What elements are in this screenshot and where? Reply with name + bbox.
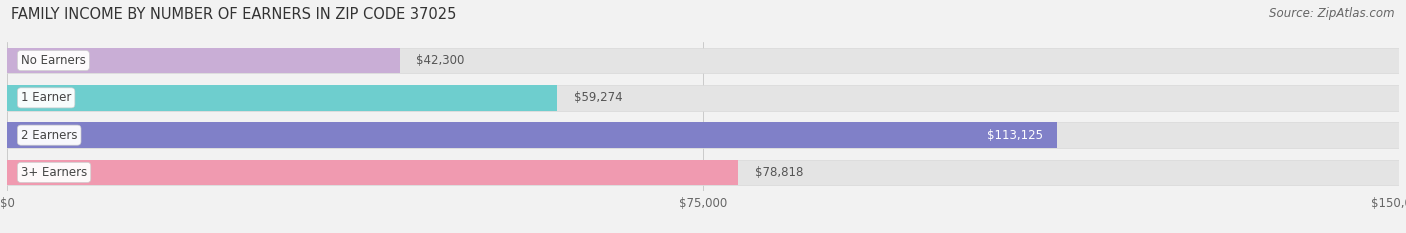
Text: $42,300: $42,300	[416, 54, 464, 67]
Text: FAMILY INCOME BY NUMBER OF EARNERS IN ZIP CODE 37025: FAMILY INCOME BY NUMBER OF EARNERS IN ZI…	[11, 7, 457, 22]
Bar	[7, 160, 738, 185]
Bar	[7, 160, 1399, 185]
Bar	[7, 123, 1057, 148]
Text: No Earners: No Earners	[21, 54, 86, 67]
Bar	[7, 48, 1399, 73]
Text: $59,274: $59,274	[574, 91, 623, 104]
Bar	[7, 85, 1399, 110]
Bar	[7, 123, 1399, 148]
Text: 3+ Earners: 3+ Earners	[21, 166, 87, 179]
Text: $113,125: $113,125	[987, 129, 1043, 142]
Text: 1 Earner: 1 Earner	[21, 91, 72, 104]
Bar	[7, 85, 557, 110]
Text: Source: ZipAtlas.com: Source: ZipAtlas.com	[1270, 7, 1395, 20]
Text: 2 Earners: 2 Earners	[21, 129, 77, 142]
Text: $78,818: $78,818	[755, 166, 803, 179]
Bar	[7, 48, 399, 73]
